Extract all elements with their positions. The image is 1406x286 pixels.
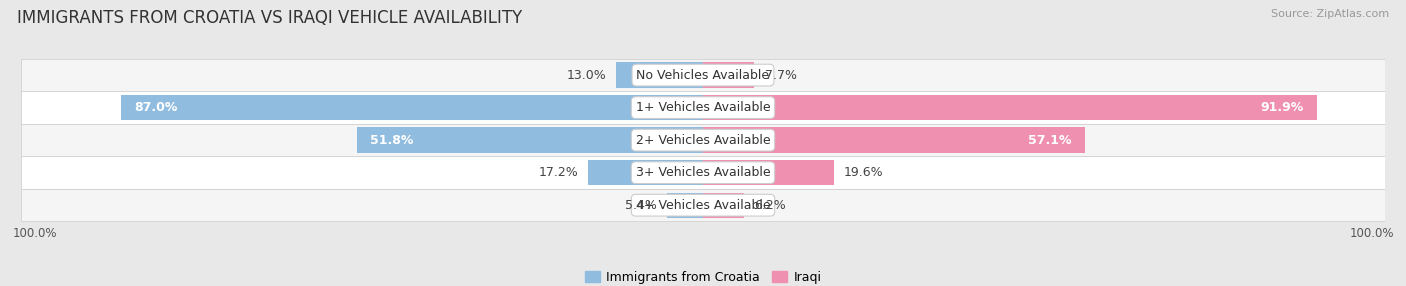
Bar	[703, 128, 1085, 153]
Text: No Vehicles Available: No Vehicles Available	[637, 69, 769, 82]
Legend: Immigrants from Croatia, Iraqi: Immigrants from Croatia, Iraqi	[582, 269, 824, 286]
Text: 1+ Vehicles Available: 1+ Vehicles Available	[636, 101, 770, 114]
Text: 57.1%: 57.1%	[1028, 134, 1071, 147]
Text: 2+ Vehicles Available: 2+ Vehicles Available	[636, 134, 770, 147]
Bar	[21, 124, 1385, 156]
Bar	[588, 160, 703, 185]
Text: 51.8%: 51.8%	[370, 134, 413, 147]
Text: 3+ Vehicles Available: 3+ Vehicles Available	[636, 166, 770, 179]
Text: 17.2%: 17.2%	[538, 166, 578, 179]
Bar	[21, 189, 1385, 221]
Text: 91.9%: 91.9%	[1261, 101, 1303, 114]
Bar	[703, 95, 1317, 120]
Bar	[703, 62, 755, 88]
Text: Source: ZipAtlas.com: Source: ZipAtlas.com	[1271, 9, 1389, 19]
Bar	[357, 128, 703, 153]
Bar	[21, 59, 1385, 91]
Text: 19.6%: 19.6%	[844, 166, 884, 179]
Text: 87.0%: 87.0%	[135, 101, 179, 114]
Bar	[21, 156, 1385, 189]
Text: 13.0%: 13.0%	[567, 69, 606, 82]
Text: IMMIGRANTS FROM CROATIA VS IRAQI VEHICLE AVAILABILITY: IMMIGRANTS FROM CROATIA VS IRAQI VEHICLE…	[17, 9, 522, 27]
Bar	[703, 160, 834, 185]
Bar	[703, 192, 744, 218]
Bar	[666, 192, 703, 218]
Text: 6.2%: 6.2%	[755, 199, 786, 212]
Text: 4+ Vehicles Available: 4+ Vehicles Available	[636, 199, 770, 212]
Bar	[21, 91, 1385, 124]
Text: 5.4%: 5.4%	[626, 199, 657, 212]
Bar	[616, 62, 703, 88]
Bar	[121, 95, 703, 120]
Text: 7.7%: 7.7%	[765, 69, 797, 82]
